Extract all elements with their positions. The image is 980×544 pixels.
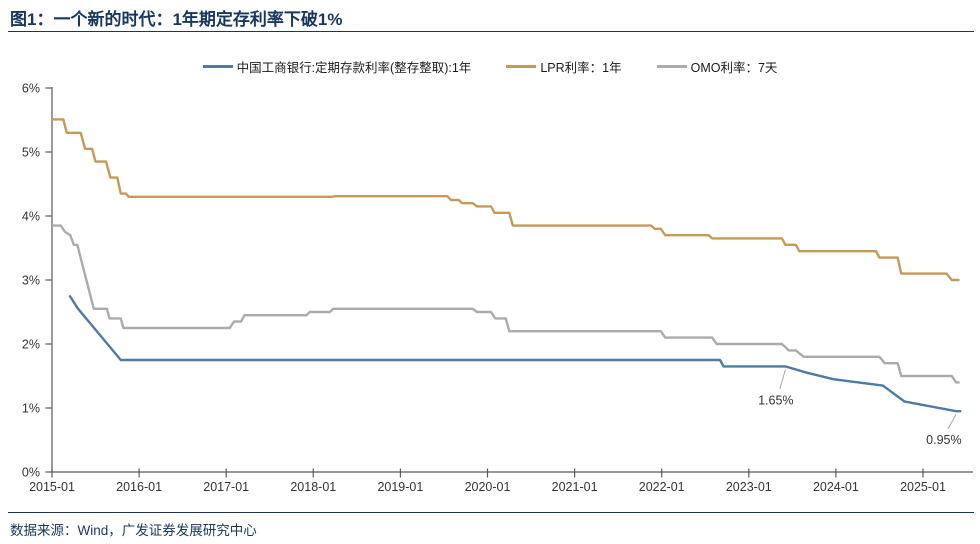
title-divider xyxy=(8,31,974,32)
legend-item-icbc-deposit: 中国工商银行:定期存款利率(整存整取):1年 xyxy=(202,57,472,76)
legend-item-lpr: LPR利率：1年 xyxy=(506,57,622,76)
legend-label-omo: OMO利率：7天 xyxy=(690,61,778,75)
series-line-lpr-1y xyxy=(52,118,960,282)
axis-lines xyxy=(51,87,973,473)
legend-item-omo: OMO利率：7天 xyxy=(656,57,778,76)
legend-label-icbc-deposit: 中国工商银行:定期存款利率(整存整取):1年 xyxy=(236,61,472,75)
y-axis-label: 0% xyxy=(22,466,40,480)
y-axis-label: 4% xyxy=(22,210,40,224)
annotation-leader-line xyxy=(947,413,957,430)
x-axis-label: 2021-01 xyxy=(552,480,598,494)
series-line-icbc-deposit-1y xyxy=(68,294,962,413)
x-axis-label: 2024-01 xyxy=(813,480,859,494)
legend-swatch-icbc-deposit xyxy=(202,65,233,68)
x-axis-label: 2016-01 xyxy=(116,480,162,494)
annotation-label: 0.95% xyxy=(926,433,961,447)
footer-divider xyxy=(8,512,974,513)
y-axis-label: 2% xyxy=(22,338,40,352)
x-axis-label: 2023-01 xyxy=(726,480,772,494)
x-axis-label: 2022-01 xyxy=(639,480,685,494)
legend-label-lpr: LPR利率：1年 xyxy=(540,61,622,75)
y-axis-label: 5% xyxy=(22,146,40,160)
x-axis-label: 2019-01 xyxy=(377,480,423,494)
chart-legend: 中国工商银行:定期存款利率(整存整取):1年 LPR利率：1年 OMO利率：7天 xyxy=(0,57,980,76)
y-axis-label: 3% xyxy=(22,274,40,288)
data-source: 数据来源：Wind，广发证券发展研究中心 xyxy=(10,523,257,538)
x-axis-label: 2017-01 xyxy=(203,480,249,494)
annotation-label: 1.65% xyxy=(758,393,793,407)
annotation-leader-line xyxy=(779,369,786,390)
series-line-omo-7d xyxy=(52,224,960,384)
x-axis-label: 2020-01 xyxy=(465,480,511,494)
x-axis-label: 2015-01 xyxy=(29,480,75,494)
x-axis-label: 2025-01 xyxy=(900,480,946,494)
legend-swatch-lpr xyxy=(506,65,537,68)
x-axis-label: 2018-01 xyxy=(290,480,336,494)
figure-title: 图1：一个新的时代：1年期定存利率下破1% xyxy=(10,10,343,29)
y-axis-label: 1% xyxy=(22,402,40,416)
y-axis-label: 6% xyxy=(22,82,40,96)
legend-swatch-omo xyxy=(656,65,687,68)
